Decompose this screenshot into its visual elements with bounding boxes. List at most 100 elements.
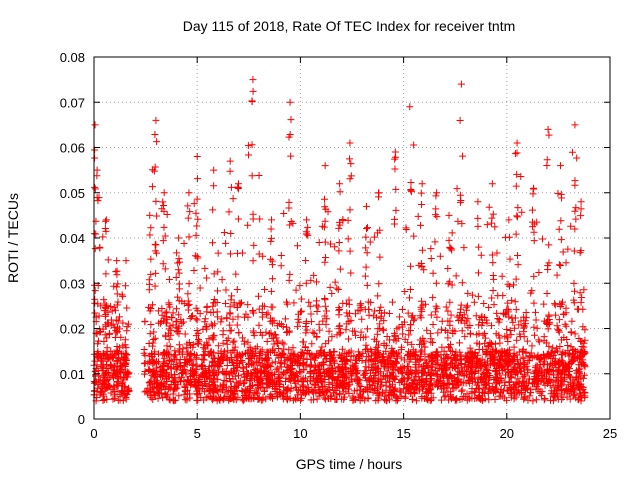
data-point bbox=[574, 305, 582, 313]
data-point bbox=[228, 358, 236, 366]
data-point bbox=[166, 343, 174, 351]
data-point bbox=[310, 370, 318, 378]
data-point bbox=[328, 373, 336, 381]
data-point bbox=[543, 368, 551, 376]
data-point bbox=[507, 390, 515, 398]
data-point bbox=[405, 374, 413, 382]
data-point bbox=[558, 357, 566, 365]
data-point bbox=[581, 362, 589, 370]
data-point bbox=[352, 331, 360, 339]
data-point bbox=[419, 339, 427, 347]
data-point bbox=[367, 355, 375, 363]
data-point bbox=[571, 287, 579, 295]
data-point bbox=[226, 303, 234, 311]
data-point bbox=[116, 392, 124, 400]
data-point bbox=[91, 378, 99, 386]
data-point bbox=[336, 330, 344, 338]
data-point bbox=[113, 283, 121, 291]
y-tick-label: 0.05 bbox=[60, 186, 85, 201]
data-point bbox=[483, 357, 491, 365]
data-point bbox=[299, 378, 307, 386]
data-point bbox=[362, 233, 370, 241]
data-point bbox=[557, 190, 565, 198]
data-point bbox=[524, 396, 532, 404]
data-point bbox=[193, 175, 201, 183]
data-point bbox=[513, 336, 521, 344]
data-point bbox=[184, 290, 192, 298]
data-point bbox=[336, 188, 344, 196]
data-point bbox=[184, 214, 192, 222]
data-point bbox=[342, 326, 350, 334]
data-point bbox=[206, 374, 214, 382]
data-point bbox=[330, 356, 338, 364]
data-point bbox=[506, 255, 514, 263]
data-point bbox=[509, 281, 517, 289]
data-point bbox=[264, 354, 272, 362]
data-point bbox=[325, 327, 333, 335]
data-point bbox=[357, 328, 365, 336]
data-point bbox=[444, 280, 452, 288]
data-point bbox=[565, 352, 573, 360]
data-point bbox=[251, 375, 259, 383]
data-point bbox=[276, 359, 284, 367]
data-point bbox=[559, 248, 567, 256]
data-point bbox=[209, 359, 217, 367]
data-point bbox=[443, 380, 451, 388]
data-point bbox=[559, 348, 567, 356]
data-point bbox=[517, 359, 525, 367]
data-point bbox=[284, 356, 292, 364]
data-point bbox=[313, 308, 321, 316]
data-point bbox=[461, 332, 469, 340]
data-point bbox=[408, 340, 416, 348]
data-point bbox=[570, 279, 578, 287]
data-point bbox=[482, 380, 490, 388]
data-point bbox=[345, 300, 353, 308]
data-point bbox=[314, 379, 322, 387]
data-point bbox=[427, 311, 435, 319]
data-point bbox=[223, 361, 231, 369]
data-point bbox=[340, 372, 348, 380]
data-point bbox=[160, 201, 168, 209]
data-point bbox=[575, 375, 583, 383]
chart-title: Day 115 of 2018, Rate Of TEC Index for r… bbox=[183, 18, 516, 34]
data-point bbox=[421, 350, 429, 358]
data-point bbox=[347, 269, 355, 277]
data-point bbox=[457, 317, 465, 325]
data-point bbox=[437, 326, 445, 334]
data-point bbox=[337, 328, 345, 336]
data-point bbox=[570, 247, 578, 255]
data-point bbox=[464, 315, 472, 323]
data-point bbox=[530, 272, 538, 280]
data-point bbox=[160, 314, 168, 322]
data-point bbox=[154, 307, 162, 315]
data-point bbox=[150, 167, 158, 175]
data-point bbox=[190, 267, 198, 275]
data-point bbox=[215, 394, 223, 402]
data-point bbox=[513, 170, 521, 178]
data-point bbox=[484, 343, 492, 351]
data-point bbox=[322, 205, 330, 213]
data-point bbox=[526, 392, 534, 400]
data-point bbox=[199, 362, 207, 370]
data-point bbox=[169, 309, 177, 317]
data-point bbox=[95, 312, 103, 320]
data-point bbox=[240, 367, 248, 375]
data-point bbox=[535, 338, 543, 346]
data-point bbox=[235, 329, 243, 337]
data-point bbox=[463, 396, 471, 404]
data-point bbox=[342, 299, 350, 307]
data-point bbox=[545, 259, 553, 267]
data-point bbox=[240, 337, 248, 345]
data-point bbox=[525, 375, 533, 383]
data-point bbox=[571, 207, 579, 215]
data-point bbox=[456, 117, 464, 125]
data-point bbox=[151, 131, 159, 139]
data-point bbox=[235, 299, 243, 307]
data-point bbox=[307, 396, 315, 404]
data-point bbox=[310, 356, 318, 364]
data-point bbox=[347, 160, 355, 168]
data-point bbox=[172, 305, 180, 313]
data-point bbox=[461, 393, 469, 401]
data-point bbox=[534, 351, 542, 359]
data-point bbox=[510, 343, 518, 351]
